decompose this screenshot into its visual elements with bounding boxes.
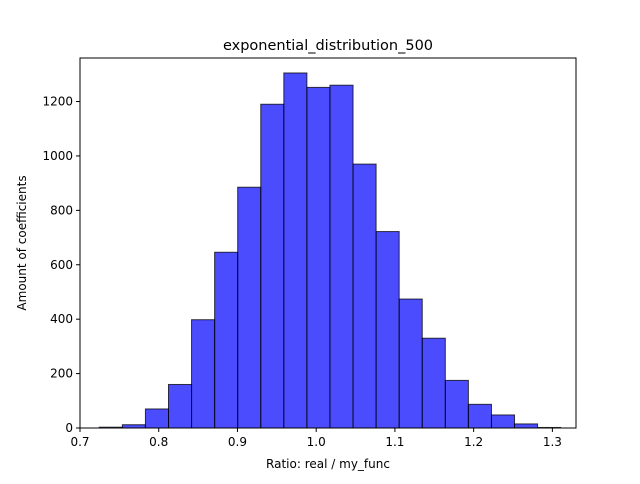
x-axis-ticks: 0.7 0.8 0.9 1.0 1.1 1.2 1.3 [70, 428, 562, 449]
histogram-bar [490, 414, 516, 429]
bars-group [98, 72, 562, 429]
histogram-bar [283, 72, 308, 429]
y-tick-label: 600 [50, 258, 73, 272]
y-tick-label: 1000 [42, 149, 73, 163]
histogram-bar [398, 298, 423, 429]
y-axis-label: Amount of coefficients [15, 175, 29, 310]
histogram-bar [144, 408, 169, 429]
y-tick-label: 800 [50, 203, 73, 217]
x-axis-label: Ratio: real / my_func [266, 457, 390, 471]
histogram-bar [214, 251, 239, 429]
histogram-bar [421, 337, 446, 429]
x-tick-label: 1.2 [464, 435, 483, 449]
histogram-bar [329, 84, 354, 429]
histogram-bar [237, 186, 262, 429]
histogram-bar [375, 231, 400, 429]
histogram-bar [467, 403, 492, 429]
histogram-bar [444, 379, 469, 429]
histogram-bar [306, 86, 331, 429]
y-tick-label: 0 [65, 421, 73, 435]
histogram-bar [191, 319, 216, 429]
x-tick-label: 1.0 [307, 435, 326, 449]
x-tick-label: 0.9 [228, 435, 247, 449]
axes-frame [79, 57, 577, 429]
histogram-bar [260, 103, 285, 429]
x-tick-label: 0.8 [149, 435, 168, 449]
histogram-bar [352, 163, 377, 429]
x-tick-label: 1.1 [385, 435, 404, 449]
y-tick-label: 400 [50, 312, 73, 326]
histogram-bar [514, 423, 539, 429]
x-tick-label: 0.7 [70, 435, 89, 449]
histogram-bar [167, 383, 193, 429]
chart-title: exponential_distribution_500 [223, 38, 433, 54]
y-tick-label: 1200 [42, 95, 73, 109]
y-axis-ticks: 0 200 400 600 800 1000 1200 [42, 95, 80, 435]
x-tick-label: 1.3 [543, 435, 562, 449]
y-tick-label: 200 [50, 367, 73, 381]
